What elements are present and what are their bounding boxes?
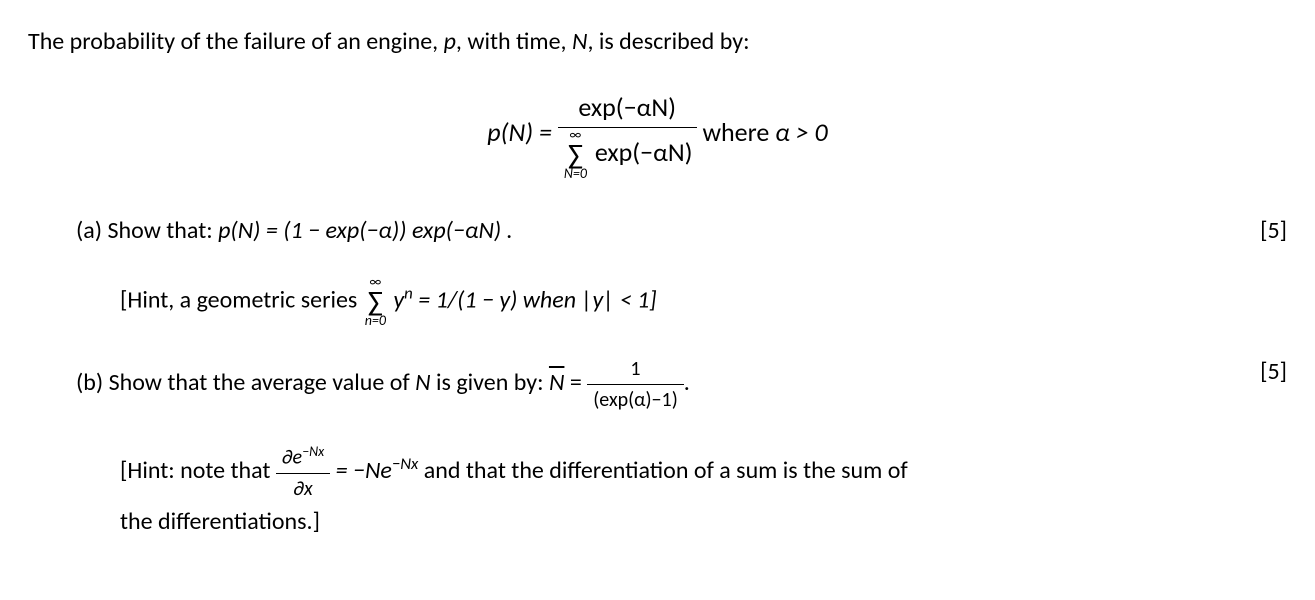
part-b-n: N: [415, 369, 430, 398]
hint-a-pre: [Hint, a geometric series: [120, 286, 363, 315]
part-a-marks: [5]: [1260, 213, 1287, 249]
var-p: p: [444, 27, 456, 56]
hint-sum: ∞ ∑ n=0: [365, 275, 386, 328]
part-b-frac: 1 (exp(α)−1): [587, 354, 684, 415]
part-b-mid: is given by:: [431, 369, 549, 398]
part-a-hint: [Hint, a geometric series ∞ ∑ n=0 yn = 1…: [28, 275, 1287, 328]
eq-numerator: exp(−αN): [558, 88, 697, 128]
main-equation: p(N) = exp(−αN) ∞ ∑ N=0 exp(−αN) where α…: [28, 88, 1287, 181]
intro-pre: The probability of the failure of an eng…: [28, 27, 444, 56]
n-bar: N: [549, 369, 564, 398]
intro-text: The probability of the failure of an eng…: [28, 24, 1287, 60]
var-n: N: [572, 27, 587, 56]
part-a-eq: p(N) = (1 − exp(−α)) exp(−αN) .: [218, 216, 513, 245]
part-a-text: Show that:: [102, 216, 218, 245]
eq-lhs: p(N) =: [487, 116, 558, 148]
eq-denominator: ∞ ∑ N=0 exp(−αN): [558, 128, 697, 181]
hint-b-line2: the differentiations.]: [120, 504, 1287, 540]
part-a-label: (a): [76, 216, 102, 245]
hint-b-frac: ∂e−Nx ∂x: [276, 441, 330, 504]
eq-fraction: exp(−αN) ∞ ∑ N=0 exp(−αN): [558, 88, 697, 181]
hint-b-post: and that the differentiation of a sum is…: [418, 456, 907, 485]
eq-condition: α > 0: [775, 116, 828, 148]
part-b-pre: Show that the average value of: [103, 369, 415, 398]
part-a: (a) Show that: p(N) = (1 − exp(−α)) exp(…: [28, 213, 1287, 249]
part-b-hint: [Hint: note that ∂e−Nx ∂x = −Ne−Nx and t…: [28, 441, 1287, 540]
intro-post: , is described by:: [587, 27, 749, 56]
eq-where: where: [702, 116, 775, 148]
sum-symbol: ∞ ∑ N=0: [564, 128, 587, 181]
part-b-marks: [5]: [1260, 354, 1287, 390]
part-b-label: (b): [76, 369, 103, 398]
hint-a-eq: = 1/(1 − y) when |y| < 1]: [413, 286, 657, 315]
hint-b-pre: [Hint: note that: [120, 456, 276, 485]
intro-mid: , with time,: [456, 27, 572, 56]
part-b: (b) Show that the average value of N is …: [28, 354, 1287, 415]
